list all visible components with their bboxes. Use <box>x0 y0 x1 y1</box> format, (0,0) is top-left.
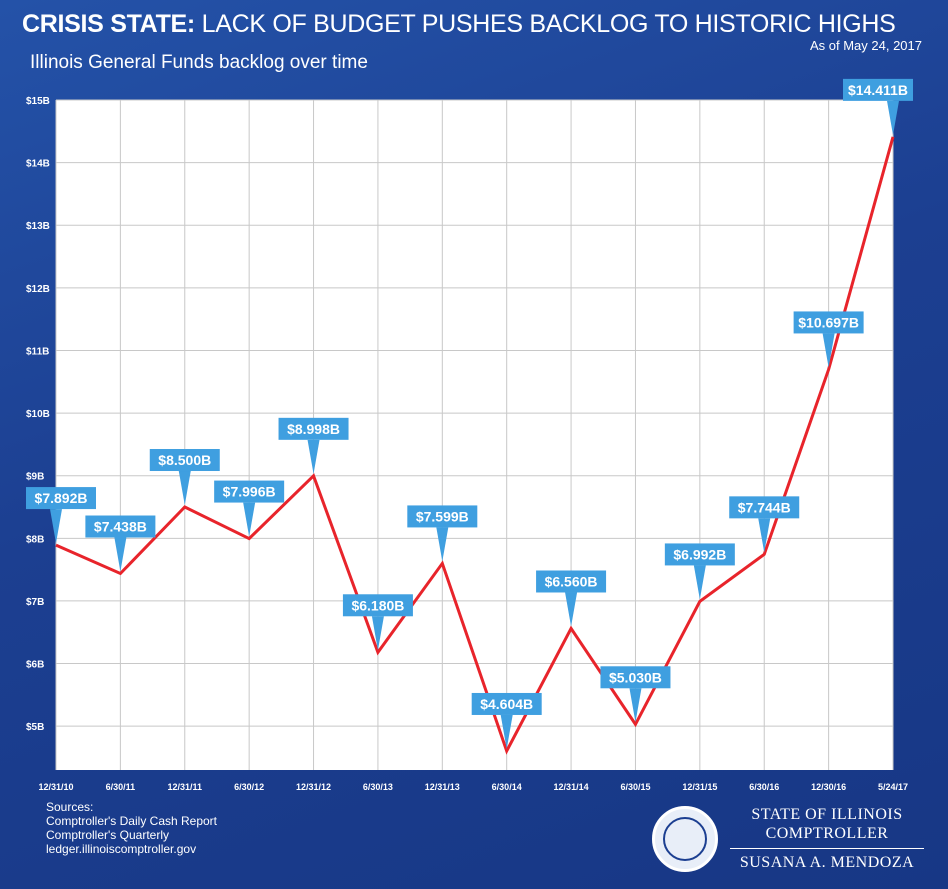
y-tick-label: $8B <box>26 534 44 545</box>
y-tick-label: $14B <box>26 159 50 170</box>
brand-divider <box>730 848 924 849</box>
data-label-box <box>729 496 800 519</box>
plot-area <box>56 100 893 770</box>
data-label-pointer <box>243 502 256 537</box>
data-label-box <box>471 692 542 715</box>
data-label: $6.560B <box>545 573 598 589</box>
data-label-box <box>26 487 96 510</box>
x-tick-label: 12/31/13 <box>425 782 460 792</box>
brand-line-1: STATE OF ILLINOIS <box>751 806 903 823</box>
data-label-pointer <box>50 509 62 544</box>
source-line: Comptroller's Daily Cash Report <box>46 814 218 828</box>
x-tick-label: 12/31/12 <box>296 782 331 792</box>
y-tick-label: $9B <box>26 472 44 483</box>
data-label-box <box>664 543 735 566</box>
data-label-pointer <box>436 527 449 562</box>
data-label-pointer <box>565 592 578 627</box>
data-label-box <box>407 505 478 528</box>
title-rest: LACK OF BUDGET PUSHES BACKLOG TO HISTORI… <box>194 10 896 38</box>
y-tick-label: $6B <box>26 660 44 671</box>
data-label-box <box>536 570 607 593</box>
x-tick-label: 12/30/16 <box>811 782 846 792</box>
brand-line-3: SUSANA A. MENDOZA <box>739 854 915 871</box>
source-line: Comptroller's Quarterly <box>46 828 169 842</box>
y-tick-label: $11B <box>26 346 49 357</box>
x-tick-label: 6/30/11 <box>106 782 136 792</box>
source-line: ledger.illinoiscomptroller.gov <box>46 842 197 856</box>
as-of-date: As of May 24, 2017 <box>809 38 922 53</box>
comptroller-brand: STATE OF ILLINOIS COMPTROLLER SUSANA A. … <box>722 806 932 872</box>
x-tick-label: 6/30/16 <box>749 782 779 792</box>
data-label: $7.892B <box>35 490 88 506</box>
data-label-pointer <box>693 565 706 600</box>
data-label: $7.438B <box>94 519 147 535</box>
data-label-box <box>214 480 285 503</box>
x-tick-label: 6/30/15 <box>620 782 650 792</box>
backlog-series-line <box>55 136 895 755</box>
x-tick-label: 6/30/14 <box>492 782 522 792</box>
data-label: $7.996B <box>223 484 276 500</box>
data-label: $4.604B <box>480 696 533 712</box>
data-label-box <box>793 311 864 334</box>
data-label: $14.411B <box>848 82 908 98</box>
x-tick-label: 6/30/12 <box>234 782 264 792</box>
x-tick-label: 12/31/15 <box>682 782 717 792</box>
page-title: CRISIS STATE: LACK OF BUDGET PUSHES BACK… <box>22 10 896 39</box>
data-label-pointer <box>500 714 513 749</box>
data-label-pointer <box>822 333 835 368</box>
data-label: $7.744B <box>738 499 791 515</box>
page-subtitle: Illinois General Funds backlog over time <box>30 52 368 73</box>
x-tick-label: 5/24/17 <box>878 782 908 792</box>
y-tick-label: $13B <box>26 221 50 232</box>
seal-inner-ring <box>663 817 707 861</box>
sources-heading: Sources: <box>46 800 94 814</box>
y-tick-label: $15B <box>26 96 50 107</box>
data-label-pointer <box>629 688 642 723</box>
data-label: $10.697B <box>798 314 859 330</box>
brand-line-2: COMPTROLLER <box>765 825 889 842</box>
data-label: $8.998B <box>287 421 340 437</box>
data-label-box <box>342 594 413 617</box>
x-tick-label: 12/31/11 <box>167 782 202 792</box>
data-label-pointer <box>887 100 899 135</box>
data-label-pointer <box>371 616 384 651</box>
data-label: $6.992B <box>673 546 726 562</box>
title-bold: CRISIS STATE: <box>22 10 195 38</box>
y-tick-label: $5B <box>26 722 44 733</box>
data-label: $8.500B <box>158 452 211 468</box>
x-tick-label: 12/31/14 <box>554 782 589 792</box>
data-label-pointer <box>758 518 771 553</box>
data-label-pointer <box>114 537 127 572</box>
x-tick-label: 12/31/10 <box>38 782 73 792</box>
y-tick-label: $10B <box>26 409 50 420</box>
backlog-line-chart: $5B $6B $7B $8B $9B $10B $11B $12B $13B $14B $15B 1… <box>26 78 913 792</box>
state-seal-icon <box>652 806 718 872</box>
data-label-box <box>600 666 671 689</box>
sources-block: Sources: Comptroller's Daily Cash Report… <box>46 800 217 856</box>
data-label-pointer <box>178 471 191 506</box>
data-label: $6.180B <box>351 597 404 613</box>
data-label-box <box>278 417 349 440</box>
x-tick-label: 6/30/13 <box>363 782 393 792</box>
data-label-box <box>149 449 220 472</box>
data-label: $7.599B <box>416 508 469 524</box>
data-label: $5.030B <box>609 669 662 685</box>
y-tick-label: $12B <box>26 284 50 295</box>
data-label-pointer <box>307 439 320 474</box>
data-label-box <box>85 515 156 538</box>
data-label-box <box>843 78 913 101</box>
y-tick-label: $7B <box>26 597 44 608</box>
